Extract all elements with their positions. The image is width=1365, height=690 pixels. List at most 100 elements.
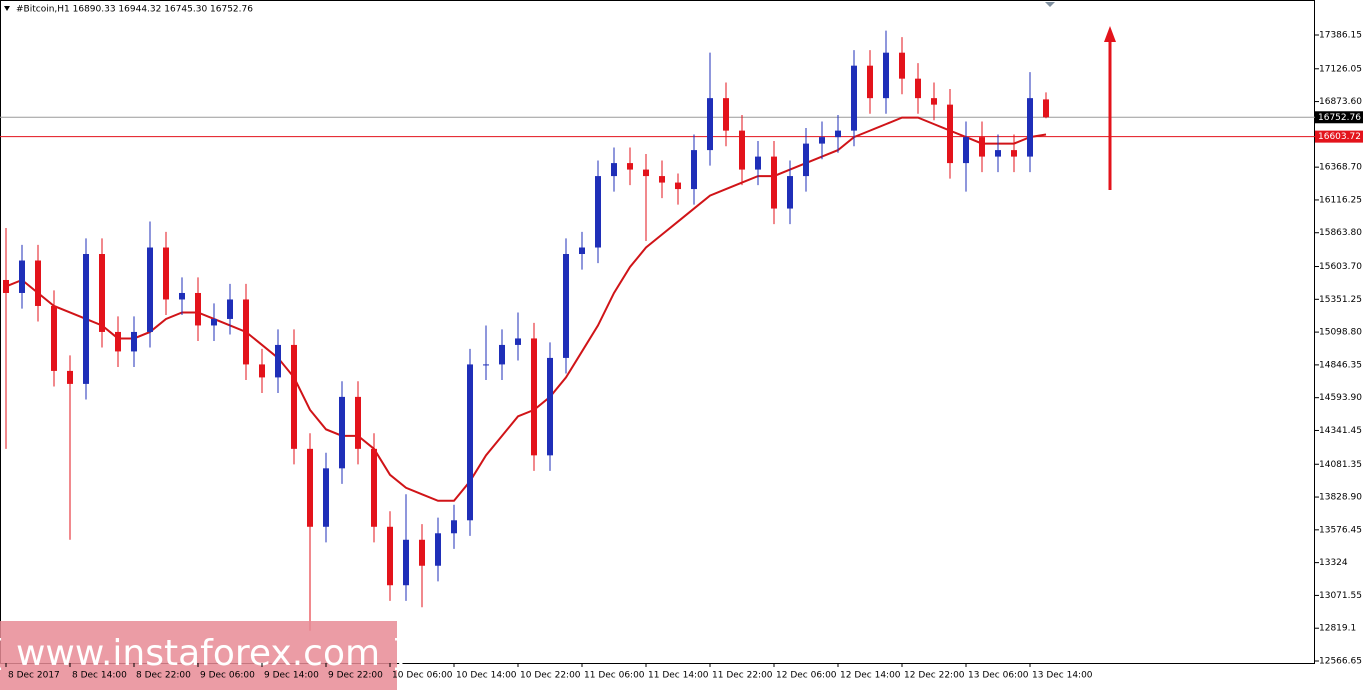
y-tick-label: 15098.80 [1319,328,1362,338]
candle-body [467,364,473,521]
x-tick-label: 8 Dec 22:00 [136,671,191,681]
candle-body [371,448,377,527]
x-tick-label: 8 Dec 14:00 [72,671,127,681]
candle-body [579,247,585,255]
x-tick-label: 9 Dec 06:00 [200,671,255,681]
y-tick-label: 17126.05 [1319,64,1362,74]
candle-body [803,143,809,177]
price-label: 16603.72 [1318,132,1361,142]
candle-body [51,305,57,371]
candle-body [627,163,633,170]
x-tick-label: 10 Dec 22:00 [520,671,581,681]
candle-body [547,357,553,456]
x-tick-label: 11 Dec 06:00 [584,671,645,681]
candle-body [771,156,777,209]
candle-body [387,526,393,586]
candle-body [931,98,937,105]
x-tick-label: 13 Dec 14:00 [1032,671,1093,681]
candle-body [1043,99,1049,118]
candle-body [995,150,1001,157]
candle-body [115,331,121,352]
y-tick-label: 14081.35 [1319,460,1362,470]
candle-body [227,299,233,319]
plot-area [0,30,1315,631]
candle-body [291,344,297,449]
candle-body [419,539,425,566]
y-tick-label: 14846.35 [1319,360,1362,370]
price-label-box [1315,130,1363,143]
candle-body [307,448,313,527]
candle-body [163,247,169,300]
x-tick-label: 9 Dec 14:00 [264,671,319,681]
y-tick-label: 15351.25 [1319,295,1362,305]
candle-body [515,338,521,345]
candle-body [675,182,681,190]
shift-marker [1045,2,1055,7]
candle-body [3,279,9,293]
candle-body [483,364,489,366]
candle-body [1027,98,1033,157]
watermark-box [0,621,397,690]
candle-body [659,176,665,183]
y-tick-label: 14341.45 [1319,426,1362,436]
candle-body [755,156,761,170]
y-tick-label: 12819.1 [1319,624,1356,634]
x-tick-label: 12 Dec 06:00 [776,671,837,681]
x-tick-label: 10 Dec 14:00 [456,671,517,681]
y-tick-label: 13071.55 [1319,591,1362,601]
candle-body [1011,150,1017,157]
watermark: [ www.instaforex.com ] [0,633,406,674]
candle-body [691,150,697,190]
candle-body [723,98,729,131]
candle-body [323,468,329,527]
candle-body [259,364,265,378]
candle-body [915,78,921,99]
x-tick-label: 12 Dec 14:00 [840,671,901,681]
candle-body [243,299,249,365]
candle-body [707,98,713,151]
candle-body [883,52,889,99]
y-tick-label: 15603.70 [1319,262,1362,272]
y-tick-label: 16116.25 [1319,195,1362,205]
x-tick-label: 10 Dec 06:00 [392,671,453,681]
y-tick-label: 14593.90 [1319,393,1362,403]
candle-body [899,52,905,79]
y-tick-label: 16368.70 [1319,163,1362,173]
candle-body [835,130,841,138]
candle-body [787,176,793,209]
candle-body [19,260,25,293]
x-tick-label: 12 Dec 22:00 [904,671,965,681]
candle-body [643,169,649,177]
candle-body [131,331,137,352]
candle-body [211,318,217,326]
y-tick-label: 15863.80 [1319,228,1362,238]
y-tick-label: 16873.60 [1319,97,1362,107]
candle-body [531,338,537,456]
price-label: 16752.76 [1318,113,1361,123]
chart-title: #Bitcoin,H1 16890.33 16944.32 16745.30 1… [16,5,253,15]
candle-body [867,65,873,99]
candle-body [339,396,345,469]
candle-body [851,65,857,131]
candle-body [963,137,969,164]
candle-body [611,163,617,177]
x-tick-label: 9 Dec 22:00 [328,671,383,681]
plot-border [0,0,1315,664]
candle-body [195,292,201,326]
x-tick-label: 13 Dec 06:00 [968,671,1029,681]
candle-body [563,254,569,358]
price-label-box [1315,111,1363,124]
candle-body [83,254,89,384]
candle-body [595,176,601,248]
y-tick-label: 12566.65 [1319,656,1362,666]
y-tick-label: 13324 [1319,558,1348,568]
candle-body [67,370,73,384]
candle-body [451,520,457,534]
menu-triangle [4,6,10,11]
candle-body [435,533,441,566]
y-tick-label: 13576.45 [1319,525,1362,535]
candle-body [179,292,185,300]
y-tick-label: 17386.15 [1319,30,1362,40]
